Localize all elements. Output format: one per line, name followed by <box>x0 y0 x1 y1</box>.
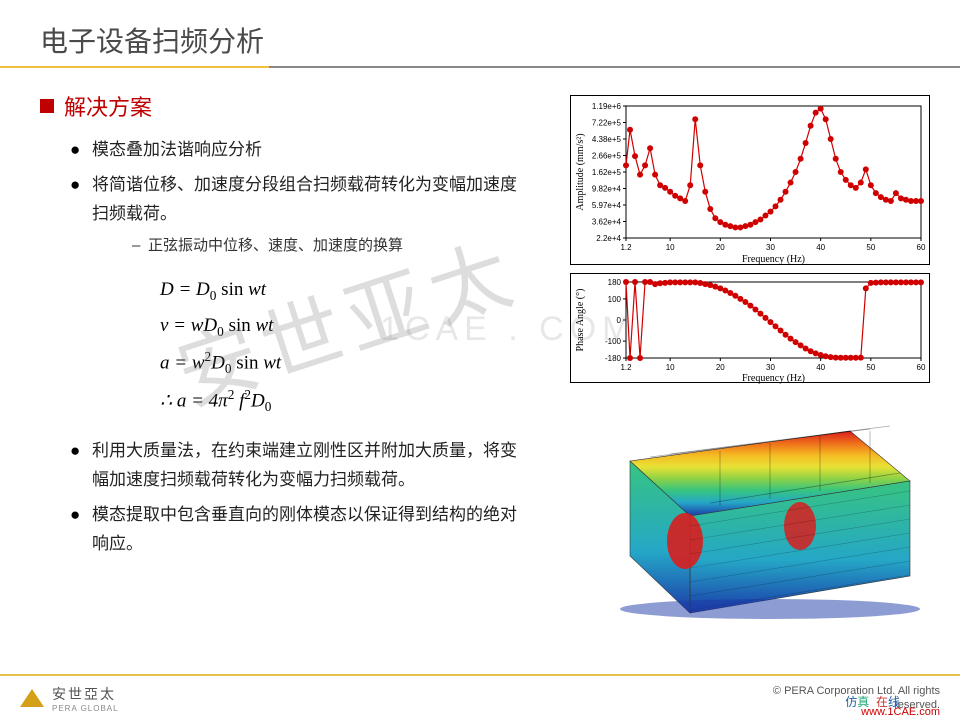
svg-text:30: 30 <box>766 243 775 252</box>
equation-3: a = w2D0 sin wt <box>160 344 520 381</box>
figure-column: 2.2e+4 3.62e+4 5.97e+4 9.82e+4 1.62e+5 2.66e+… <box>570 95 930 621</box>
equation-4: ∴ a = 4π2 f2D0 <box>160 382 520 419</box>
slide-footer: 安世亞太 PERA GLOBAL © PERA Corporation Ltd.… <box>0 674 960 720</box>
footer-logo-block: 安世亞太 PERA GLOBAL <box>20 684 119 713</box>
svg-text:4.38e+5: 4.38e+5 <box>592 135 622 144</box>
svg-text:2.66e+5: 2.66e+5 <box>592 152 622 161</box>
svg-text:1.2: 1.2 <box>620 363 632 372</box>
cae-url: www.1CAE.com <box>861 706 940 718</box>
svg-text:40: 40 <box>816 363 825 372</box>
svg-text:20: 20 <box>716 363 725 372</box>
slide-title: 电子设备扫频分析 <box>40 20 264 60</box>
svg-text:10: 10 <box>666 243 675 252</box>
content-column: 解决方案 模态叠加法谐响应分析 将简谐位移、加速度分段组合扫频载荷转化为变幅加速… <box>40 90 520 565</box>
svg-text:10: 10 <box>666 363 675 372</box>
bullet-list-2: 利用大质量法，在约束端建立刚性区并附加大质量，将变幅加速度扫频载荷转化为变幅力扫… <box>40 437 520 559</box>
amplitude-chart-svg: 2.2e+4 3.62e+4 5.97e+4 9.82e+4 1.62e+5 2.66e+… <box>571 96 931 266</box>
slide-root: 电子设备扫频分析 解决方案 模态叠加法谐响应分析 将简谐位移、加速度分段组合扫频… <box>0 0 960 720</box>
logo-text-block: 安世亞太 PERA GLOBAL <box>52 684 119 713</box>
phase-chart: -180 -100 0 100 180 1.2 10 20 30 40 50 60 Frequency … <box>570 273 930 383</box>
svg-text:0: 0 <box>617 316 622 325</box>
section-heading: 解决方案 <box>40 90 520 122</box>
bullet-3: 利用大质量法，在约束端建立刚性区并附加大质量，将变幅加速度扫频载荷转化为变幅力扫… <box>70 437 520 495</box>
svg-text:1.19e+6: 1.19e+6 <box>592 102 622 111</box>
svg-text:5.97e+4: 5.97e+4 <box>592 201 622 210</box>
logo-triangle-icon <box>20 689 44 707</box>
svg-text:50: 50 <box>866 243 875 252</box>
fea-svg <box>570 391 930 621</box>
bullet-2-sublist: 正弦振动中位移、速度、加速度的换算 <box>92 233 520 259</box>
svg-text:60: 60 <box>917 363 926 372</box>
svg-text:1.2: 1.2 <box>620 243 632 252</box>
svg-text:Phase Angle (°): Phase Angle (°) <box>575 289 586 352</box>
bullet-4: 模态提取中包含垂直向的刚体模态以保证得到结构的绝对响应。 <box>70 501 520 559</box>
svg-text:-100: -100 <box>605 337 622 346</box>
svg-text:3.62e+4: 3.62e+4 <box>592 218 622 227</box>
section-title-text: 解决方案 <box>64 90 152 122</box>
svg-text:Amplitude (mm/s²): Amplitude (mm/s²) <box>575 133 586 210</box>
svg-text:30: 30 <box>766 363 775 372</box>
fea-contour-image <box>570 391 930 621</box>
svg-text:180: 180 <box>608 278 622 287</box>
bullet-list: 模态叠加法谐响应分析 将简谐位移、加速度分段组合扫频载荷转化为变幅加速度扫频载荷… <box>40 136 520 258</box>
svg-text:-180: -180 <box>605 354 622 363</box>
svg-text:100: 100 <box>608 295 622 304</box>
svg-text:1.62e+5: 1.62e+5 <box>592 168 622 177</box>
bullet-2-text: 将简谐位移、加速度分段组合扫频载荷转化为变幅加速度扫频载荷。 <box>92 175 517 223</box>
bullet-2-sub: 正弦振动中位移、速度、加速度的换算 <box>132 233 520 259</box>
bullet-1: 模态叠加法谐响应分析 <box>70 136 520 165</box>
svg-text:Frequency (Hz): Frequency (Hz) <box>742 373 805 384</box>
svg-text:60: 60 <box>917 243 926 252</box>
svg-text:2.2e+4: 2.2e+4 <box>596 234 621 243</box>
title-underline <box>0 66 960 68</box>
equation-block: D = D0 sin wt v = wD0 sin wt a = w2D0 si… <box>160 272 520 419</box>
svg-text:7.22e+5: 7.22e+5 <box>592 119 622 128</box>
svg-text:20: 20 <box>716 243 725 252</box>
svg-text:50: 50 <box>866 363 875 372</box>
bullet-square-icon <box>40 99 54 113</box>
equation-1: D = D0 sin wt <box>160 272 520 308</box>
logo-text: 安世亞太 <box>52 684 119 704</box>
phase-chart-svg: -180 -100 0 100 180 1.2 10 20 30 40 50 60 Frequency … <box>571 274 931 384</box>
logo-subtext: PERA GLOBAL <box>52 704 119 713</box>
equation-2: v = wD0 sin wt <box>160 308 520 344</box>
svg-text:9.82e+4: 9.82e+4 <box>592 185 622 194</box>
amplitude-chart: 2.2e+4 3.62e+4 5.97e+4 9.82e+4 1.62e+5 2.66e+… <box>570 95 930 265</box>
svg-text:40: 40 <box>816 243 825 252</box>
svg-text:Frequency (Hz): Frequency (Hz) <box>742 254 805 265</box>
bullet-2: 将简谐位移、加速度分段组合扫频载荷转化为变幅加速度扫频载荷。 正弦振动中位移、速… <box>70 171 520 258</box>
